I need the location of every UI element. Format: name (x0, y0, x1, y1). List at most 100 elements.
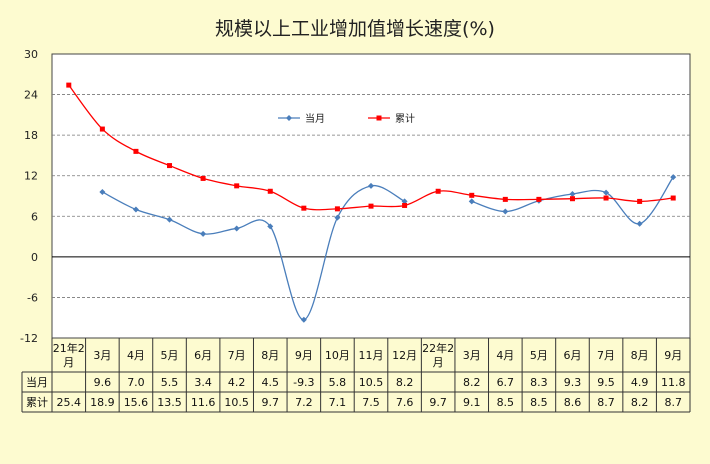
legend-marker (286, 115, 292, 121)
data-point (166, 216, 173, 223)
category-label: 8月 (261, 349, 279, 362)
data-point (603, 195, 609, 201)
table-cell: 8.5 (497, 396, 515, 409)
category-label: 10月 (325, 349, 350, 362)
legend-label: 当月 (305, 112, 325, 125)
y-tick-label: 24 (24, 89, 38, 102)
legend-marker (376, 115, 382, 121)
category-label: 21年2 月 (53, 341, 85, 369)
data-point (603, 189, 610, 196)
table-cell: 9.3 (564, 376, 582, 389)
category-label: 7月 (597, 349, 615, 362)
category-label: 5月 (161, 349, 179, 362)
data-point (636, 220, 643, 227)
table-cell: 7.5 (362, 396, 380, 409)
data-point (234, 183, 240, 189)
data-point (99, 126, 105, 132)
table-cell: 9.5 (597, 376, 615, 389)
data-point (536, 196, 542, 202)
category-label: 6月 (563, 349, 581, 362)
data-point (502, 196, 508, 202)
y-tick-label: 18 (24, 129, 38, 142)
data-point (502, 208, 509, 215)
data-point (267, 188, 273, 194)
data-point (99, 188, 106, 195)
category-label: 3月 (93, 349, 111, 362)
table-cell: 5.5 (161, 376, 179, 389)
table-cell: 8.2 (463, 376, 481, 389)
table-cell: 9.1 (463, 396, 481, 409)
category-label: 3月 (463, 349, 481, 362)
category-label: 7月 (228, 349, 246, 362)
data-point (569, 190, 576, 197)
category-label: 12月 (392, 349, 417, 362)
data-point (167, 163, 173, 169)
data-point (368, 203, 374, 209)
y-tick-label: 12 (24, 170, 38, 183)
data-point (267, 223, 274, 230)
data-point (334, 206, 340, 212)
y-tick-label: -6 (27, 291, 38, 304)
legend-label: 累计 (395, 112, 415, 125)
category-label: 9月 (295, 349, 313, 362)
table-cell: 3.4 (194, 376, 212, 389)
data-point (469, 192, 475, 198)
table-cell: 25.4 (57, 396, 82, 409)
table-cell: 4.2 (228, 376, 246, 389)
data-point (569, 196, 575, 202)
data-point (670, 195, 676, 201)
table-cell: 8.3 (530, 376, 548, 389)
table-cell: 15.6 (124, 396, 149, 409)
data-point (637, 198, 643, 204)
data-point (300, 316, 307, 323)
table-cell: 7.6 (396, 396, 414, 409)
series-line-0 (102, 184, 405, 321)
plot-area (51, 53, 691, 339)
table-cell: 8.7 (597, 396, 615, 409)
y-tick-label: 0 (31, 251, 38, 264)
category-label: 9月 (664, 349, 682, 362)
table-cell: 7.0 (127, 376, 145, 389)
data-point (468, 198, 475, 205)
data-point (368, 182, 374, 189)
table-cell: 8.6 (564, 396, 582, 409)
y-tick-label: 6 (31, 210, 38, 223)
table-cell: 6.7 (497, 376, 515, 389)
category-label: 6月 (194, 349, 212, 362)
table-cell: 4.5 (262, 376, 280, 389)
data-point (200, 230, 207, 237)
table-cell: 9.6 (94, 376, 112, 389)
category-label: 11月 (359, 349, 384, 362)
row-header: 累计 (26, 396, 48, 409)
table-cell: 5.8 (329, 376, 347, 389)
table-cell: 8.2 (631, 396, 649, 409)
table-cell: 9.7 (262, 396, 280, 409)
data-point (334, 214, 341, 221)
data-point (66, 82, 72, 88)
data-point (133, 148, 139, 154)
category-label: 4月 (496, 349, 514, 362)
category-label: 5月 (530, 349, 548, 362)
chart-title: 规模以上工业增加值增长速度(%) (215, 18, 495, 40)
category-label: 22年2 月 (422, 341, 454, 369)
data-point (132, 206, 139, 213)
table-cell: 8.7 (664, 396, 682, 409)
category-label: 4月 (127, 349, 145, 362)
row-header: 当月 (26, 375, 48, 389)
table-cell: 4.9 (631, 376, 649, 389)
table-cell: 9.7 (429, 396, 447, 409)
data-point (402, 202, 408, 208)
table-cell: 10.5 (224, 396, 249, 409)
table-cell: 13.5 (157, 396, 182, 409)
data-point (301, 205, 307, 211)
table-cell: 10.5 (359, 376, 384, 389)
table-cell: 11.6 (191, 396, 216, 409)
y-tick-label: 30 (24, 48, 38, 61)
table-cell: 11.8 (661, 376, 686, 389)
data-point (233, 225, 240, 232)
table-cell: 8.2 (396, 376, 414, 389)
table-cell: 7.1 (329, 396, 347, 409)
table-cell: 8.5 (530, 396, 548, 409)
data-point (200, 175, 206, 181)
